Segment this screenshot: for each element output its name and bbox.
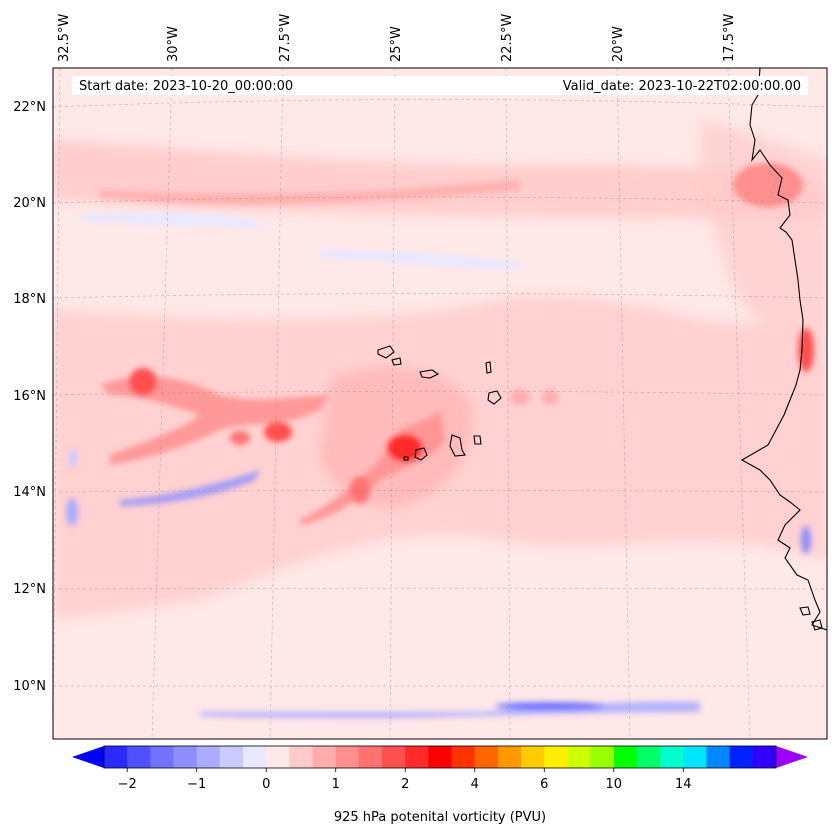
- lat-label: 22°N: [13, 100, 46, 115]
- colorbar: −2 −1 0 1 2 4 6 10 14 925 hPa potenital vorticit…: [72, 745, 808, 825]
- longitude-labels: 32.5°W 30°W 27.5°W 25°W 22.5°W 20°W 17.5…: [57, 14, 737, 62]
- colorbar-cell: [521, 746, 545, 768]
- island-boa-vista: [487, 390, 502, 405]
- lat-label: 14°N: [13, 485, 46, 500]
- colorbar-cell: [219, 746, 244, 768]
- island-sao-vicente: [391, 357, 402, 366]
- colorbar-tick-label: 1: [332, 777, 340, 792]
- map-panel: Start date: 2023-10-20_00:00:00 Valid_da…: [52, 67, 828, 740]
- colorbar-tick-label: 10: [606, 777, 623, 792]
- africa-coastline: [740, 68, 827, 631]
- lon-label: 27.5°W: [278, 14, 293, 62]
- lat-label: 10°N: [13, 679, 46, 694]
- colorbar-cell: [312, 746, 337, 768]
- lat-label: 18°N: [13, 292, 46, 307]
- colorbar-ticks: −2 −1 0 1 2 4 6 10 14: [118, 768, 692, 792]
- colorbar-cell: [173, 746, 198, 768]
- colorbar-cell: [104, 746, 128, 768]
- colorbar-cell: [428, 746, 452, 768]
- coastlines: [377, 68, 827, 631]
- island-sao-nicolau: [419, 369, 440, 379]
- colorbar-cell: [474, 746, 499, 768]
- pv-field-negative: [66, 212, 811, 718]
- colorbar-tick-label: 2: [401, 777, 409, 792]
- colorbar-cell: [544, 746, 568, 768]
- colorbar-extend-right: [776, 746, 808, 768]
- colorbar-cell: [335, 746, 360, 768]
- island-santiago: [449, 434, 466, 457]
- island-fogo: [414, 447, 428, 461]
- colorbar-cell: [729, 746, 754, 768]
- pv-field: [53, 120, 827, 718]
- latitude-labels: 22°N 20°N 18°N 16°N 14°N 12°N 10°N: [13, 100, 46, 694]
- colorbar-extend-left: [72, 746, 104, 768]
- colorbar-cell: [683, 746, 707, 768]
- island-sal: [485, 361, 492, 374]
- lon-label: 20°W: [611, 26, 626, 62]
- date-header-box: [72, 76, 808, 95]
- colorbar-tick-label: −1: [187, 777, 206, 792]
- colorbar-tick-label: 0: [262, 777, 270, 792]
- colorbar-cell: [127, 746, 151, 768]
- lon-label: 25°W: [389, 26, 404, 62]
- colorbar-cell: [243, 746, 267, 768]
- colorbar-cell: [660, 746, 684, 768]
- colorbar-cell: [266, 746, 290, 768]
- island-santo-antao: [377, 345, 395, 359]
- island-bijagos: [799, 606, 823, 631]
- colorbar-tick-label: 14: [675, 777, 692, 792]
- map-frame: [52, 67, 828, 740]
- colorbar-cell: [613, 746, 638, 768]
- colorbar-cell: [196, 746, 221, 768]
- lon-label: 30°W: [166, 26, 181, 62]
- pv-field-positive-cores: [100, 163, 814, 525]
- colorbar-frame: [103, 745, 777, 769]
- colorbar-cell: [590, 746, 615, 768]
- colorbar-cell: [150, 746, 174, 768]
- colorbar-cell: [752, 746, 777, 768]
- colorbar-cell: [358, 746, 383, 768]
- lat-label: 12°N: [13, 582, 46, 597]
- colorbar-cell: [706, 746, 731, 768]
- lon-label: 32.5°W: [57, 14, 72, 62]
- colorbar-cell: [636, 746, 661, 768]
- lat-label: 16°N: [13, 389, 46, 404]
- lon-label: 17.5°W: [722, 14, 737, 62]
- colorbar-cells: [104, 746, 777, 768]
- start-date-label: Start date: 2023-10-20_00:00:00: [79, 79, 293, 94]
- colorbar-cell: [405, 746, 429, 768]
- gridlines: [53, 68, 827, 739]
- colorbar-tick-label: 4: [471, 777, 479, 792]
- lat-label: 20°N: [13, 196, 46, 211]
- island-maio: [473, 435, 482, 445]
- valid-date-label: Valid_date: 2023-10-22T02:00:00.00: [563, 79, 801, 94]
- colorbar-tick-label: 6: [540, 777, 548, 792]
- colorbar-cell: [382, 746, 406, 768]
- lon-label: 22.5°W: [500, 14, 515, 62]
- colorbar-tick-label: −2: [118, 777, 137, 792]
- colorbar-cell: [567, 746, 592, 768]
- colorbar-cell: [451, 746, 476, 768]
- colorbar-cell: [289, 746, 313, 768]
- colorbar-cell: [497, 746, 522, 768]
- colorbar-label: 925 hPa potenital vorticity (PVU): [334, 810, 546, 825]
- island-brava: [403, 456, 409, 461]
